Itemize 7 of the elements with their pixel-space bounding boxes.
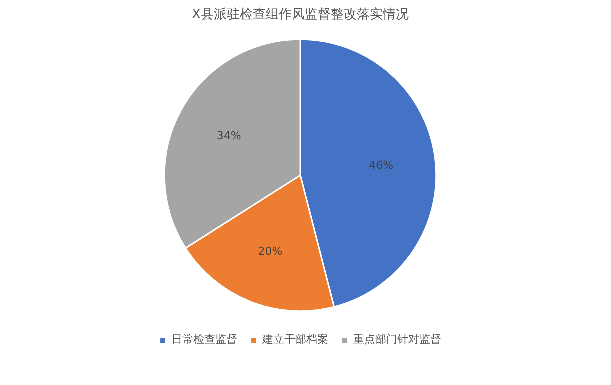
legend-label: 重点部门针对监督 <box>354 332 442 347</box>
chart-title: X县派驻检查组作风监督整改落实情况 <box>192 8 409 22</box>
data-label: 34% <box>216 130 242 143</box>
legend-label: 建立干部档案 <box>262 332 328 347</box>
legend-label: 日常检查监督 <box>172 332 238 347</box>
data-label: 46% <box>369 158 394 172</box>
data-label: 20% <box>258 244 283 258</box>
